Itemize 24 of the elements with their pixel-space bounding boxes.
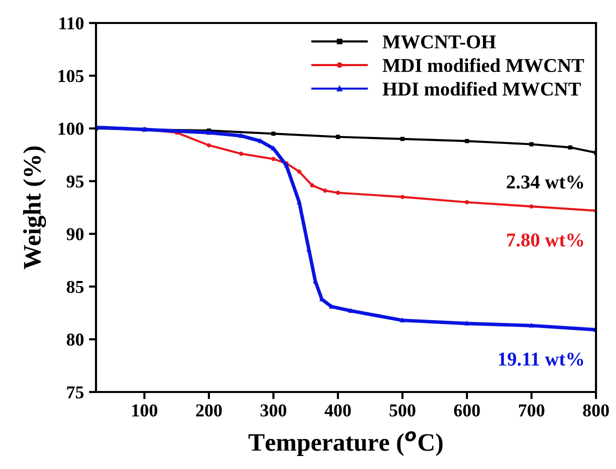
annotation: 7.80 wt% <box>507 233 584 247</box>
legend-label: MDI modified MWCNT <box>382 58 584 72</box>
y-tick-label: 95 <box>66 175 84 188</box>
y-tick-label: 75 <box>67 386 84 398</box>
y-tick-label: 90 <box>66 228 84 240</box>
y-tick-label: 85 <box>66 280 84 294</box>
y-tick-label: 100 <box>58 122 84 135</box>
x-tick-label: 800 <box>583 404 609 417</box>
y-tick-label: 80 <box>66 334 84 346</box>
annotation: 2.34 wt% <box>506 175 584 189</box>
annotation: 19.11 wt% <box>498 352 584 366</box>
x-tick-label: 200 <box>196 404 222 417</box>
x-tick-label: 300 <box>260 404 286 417</box>
x-tick-label: 100 <box>132 404 158 417</box>
legend-label: HDI modified MWCNT <box>382 82 581 96</box>
y-axis-title: Weight (%) <box>23 146 46 270</box>
x-axis-title: Temperature ($^{o}$C) <box>248 431 443 456</box>
legend-label: MWCNT-OH <box>382 35 496 49</box>
y-tick-label: 105 <box>58 70 84 82</box>
x-tick-label: 600 <box>454 404 480 417</box>
x-tick-label: 400 <box>324 404 351 417</box>
x-tick-label: 700 <box>518 404 544 417</box>
x-tick-label: 500 <box>390 404 416 417</box>
y-tick-label: 110 <box>60 17 84 30</box>
